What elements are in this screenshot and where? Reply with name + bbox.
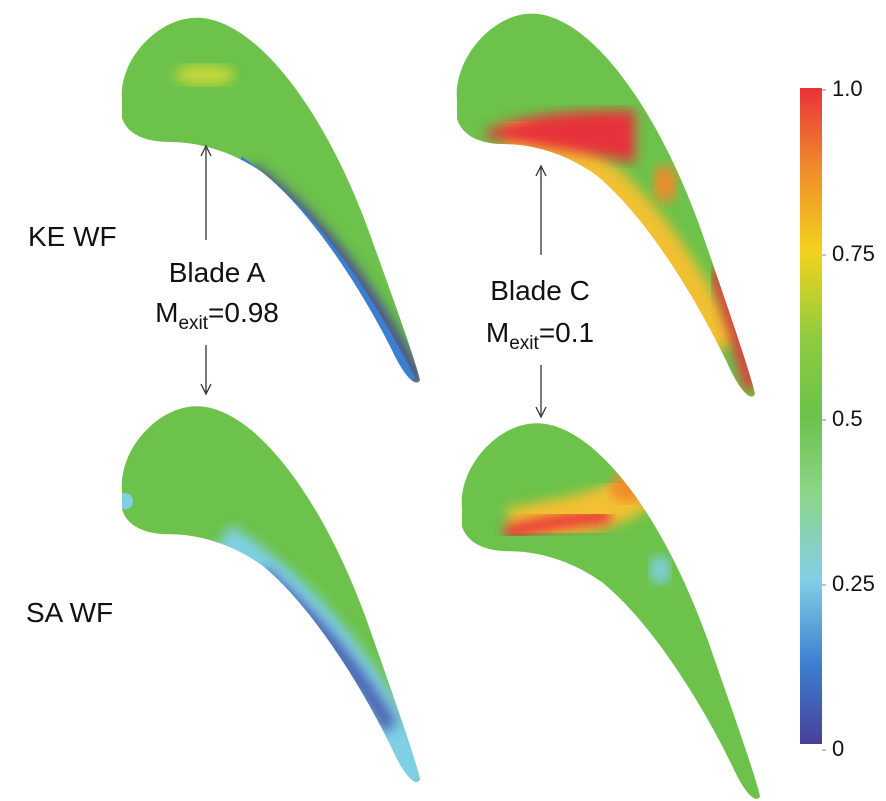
mach-subscript: exit — [178, 313, 208, 334]
blade-a-ke — [121, 17, 420, 383]
mach-label: Mexit=0.98 — [155, 297, 279, 334]
colorbar — [800, 88, 822, 744]
colorbar-tick-label: 0 — [832, 736, 844, 761]
blade-name: Blade A — [169, 257, 266, 288]
mach-label: Mexit=0.1 — [486, 317, 594, 354]
blade-name: Blade C — [490, 275, 590, 306]
mach-value: =0.98 — [208, 297, 279, 328]
colorbar-ticks: 1.0 0.75 0.5 0.25 0 — [822, 76, 875, 761]
row-label: SA WF — [26, 597, 113, 628]
blade-c-sa — [461, 423, 760, 799]
colorbar-tick-label: 0.5 — [832, 406, 863, 431]
mach-subscript: exit — [509, 333, 539, 354]
mach-symbol: M — [486, 317, 509, 348]
colorbar-tick-label: 1.0 — [832, 76, 863, 101]
blade-a-sa — [121, 406, 420, 782]
mach-symbol: M — [155, 297, 178, 328]
colorbar-tick-label: 0.75 — [832, 241, 875, 266]
mach-value: =0.1 — [539, 317, 594, 348]
row-label: KE WF — [28, 221, 117, 252]
colorbar-tick-label: 0.25 — [832, 571, 875, 596]
arrows — [200, 144, 547, 419]
